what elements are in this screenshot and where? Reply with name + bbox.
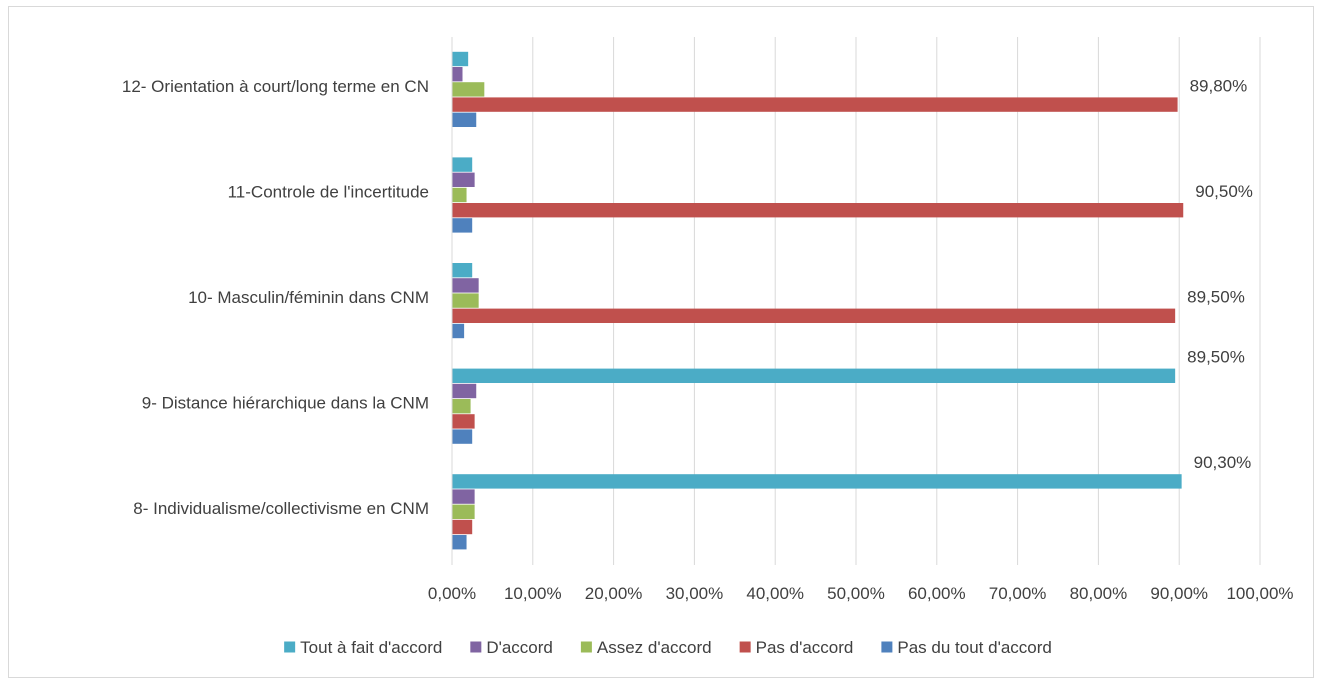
bar-d-accord <box>452 67 463 82</box>
x-tick-label: 80,00% <box>1070 584 1128 603</box>
x-tick-label: 70,00% <box>989 584 1047 603</box>
bar-pas-d-accord <box>452 97 1178 112</box>
legend-item-assez-d-accord: Assez d'accord <box>580 638 712 657</box>
legend-item-d-accord: D'accord <box>470 638 553 657</box>
data-label: 89,50% <box>1187 288 1245 307</box>
bar-chart: 12- Orientation à court/long terme en CN… <box>122 37 1294 657</box>
data-labels: 89,80% 90,50% 89,50% 89,50% 90,30% <box>1187 76 1253 472</box>
bars <box>452 51 1184 550</box>
bar-pas-d-accord <box>452 308 1176 323</box>
legend-item-pas-d-accord: Pas d'accord <box>739 638 854 657</box>
legend-label: Tout à fait d'accord <box>300 638 442 657</box>
category-label: 9- Distance hiérarchique dans la CNM <box>142 394 429 413</box>
bar-tout-a-fait-d-accord <box>452 157 473 172</box>
data-label: 89,50% <box>1187 348 1245 367</box>
x-tick-label: 30,00% <box>666 584 724 603</box>
x-tick-labels: 0,00% 10,00% 20,00% 30,00% 40,00% 50,00% 60,00… <box>428 584 1294 603</box>
bar-pas-d-accord <box>452 519 473 535</box>
legend: Tout à fait d'accord D'accord Assez d'acco… <box>284 638 1052 657</box>
x-tick-label: 10,00% <box>504 584 562 603</box>
legend-swatch <box>739 641 751 653</box>
bar-assez-d-accord <box>452 82 485 97</box>
bar-assez-d-accord <box>452 293 479 308</box>
bar-pas-du-tout-d-accord <box>452 535 467 550</box>
category-label: 11-Controle de l'incertitude <box>228 182 429 201</box>
legend-swatch <box>881 641 893 653</box>
bar-assez-d-accord <box>452 504 475 519</box>
bar-pas-d-accord <box>452 203 1184 218</box>
x-tick-label: 60,00% <box>908 584 966 603</box>
x-tick-label: 0,00% <box>428 584 476 603</box>
data-label: 89,80% <box>1190 76 1248 95</box>
legend-item-tout-a-fait-d-accord: Tout à fait d'accord <box>284 638 442 657</box>
chart-frame: 12- Orientation à court/long terme en CN… <box>8 6 1314 678</box>
bar-assez-d-accord <box>452 187 467 203</box>
bar-pas-d-accord <box>452 414 475 429</box>
legend-label: Pas d'accord <box>756 638 854 657</box>
x-tick-label: 40,00% <box>746 584 804 603</box>
x-tick-label: 100,00% <box>1226 584 1293 603</box>
legend-label: Pas du tout d'accord <box>897 638 1051 657</box>
category-label: 8- Individualisme/collectivisme en CNM <box>133 499 429 518</box>
legend-label: D'accord <box>486 638 553 657</box>
bar-pas-du-tout-d-accord <box>452 429 473 444</box>
x-tick-label: 50,00% <box>827 584 885 603</box>
data-label: 90,30% <box>1194 453 1252 472</box>
bar-tout-a-fait-d-accord <box>452 474 1182 489</box>
bar-d-accord <box>452 172 475 187</box>
bar-assez-d-accord <box>452 399 471 414</box>
bar-tout-a-fait-d-accord <box>452 368 1176 383</box>
bar-pas-du-tout-d-accord <box>452 323 465 339</box>
bar-d-accord <box>452 383 477 399</box>
x-tick-label: 90,00% <box>1150 584 1208 603</box>
x-tick-label: 20,00% <box>585 584 643 603</box>
legend-label: Assez d'accord <box>597 638 712 657</box>
category-label: 12- Orientation à court/long terme en CN <box>122 77 429 96</box>
legend-swatch <box>580 641 592 653</box>
legend-swatch <box>470 641 482 653</box>
bar-tout-a-fait-d-accord <box>452 51 469 67</box>
bar-d-accord <box>452 278 479 293</box>
category-label: 10- Masculin/féminin dans CNM <box>188 288 429 307</box>
bar-pas-du-tout-d-accord <box>452 218 473 233</box>
gridlines <box>532 37 1261 565</box>
legend-swatch <box>284 641 296 653</box>
data-label: 90,50% <box>1195 182 1253 201</box>
category-labels: 12- Orientation à court/long terme en CN… <box>122 77 429 518</box>
legend-item-pas-du-tout-d-accord: Pas du tout d'accord <box>881 638 1052 657</box>
bar-tout-a-fait-d-accord <box>452 263 473 278</box>
bar-d-accord <box>452 489 475 504</box>
bar-pas-du-tout-d-accord <box>452 112 477 127</box>
